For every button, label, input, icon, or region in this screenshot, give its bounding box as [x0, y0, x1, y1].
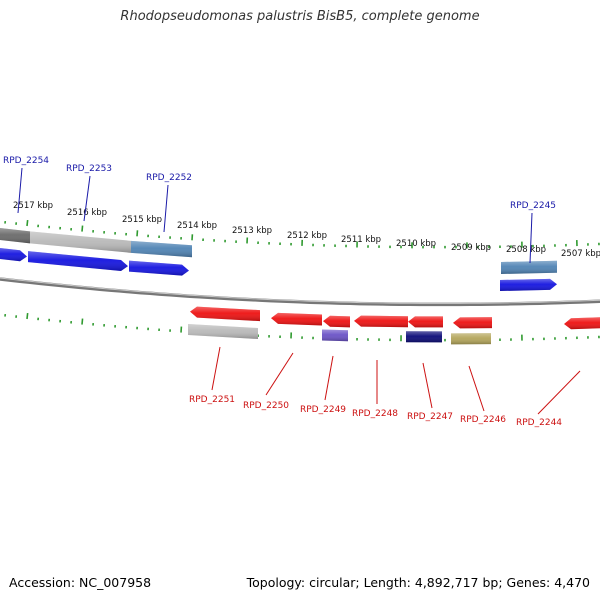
kbp-label: 2508 kbp [506, 245, 546, 255]
gene-label-reverse: RPD_2244 [516, 418, 562, 428]
leader-line [163, 184, 169, 233]
genome-arc [0, 277, 600, 307]
gene-feature-shade [30, 231, 131, 253]
gene-feature-shade [129, 260, 189, 276]
leader-line [83, 175, 91, 222]
scale-tick [26, 312, 29, 320]
leader-line [529, 212, 533, 264]
gene-feature-shade [0, 248, 27, 262]
gene-feature-shade [0, 228, 30, 244]
leader-line [265, 352, 294, 396]
genome-summary-text: Topology: circular; Length: 4,892,717 bp… [246, 575, 590, 590]
accession-text: Accession: NC_007958 [9, 575, 152, 590]
gene-feature-shade [271, 312, 322, 326]
scale-tick [26, 219, 29, 227]
gene-feature-shade [453, 317, 492, 329]
kbp-labels: 2517 kbp 2516 kbp 2515 kbp 2514 kbp 2513 kbp… [13, 201, 600, 259]
leader-line [537, 370, 581, 415]
gene-label-reverse: RPD_2249 [300, 405, 346, 415]
kbp-label: 2510 kbp [396, 239, 436, 249]
gene-label-forward: RPD_2253 [66, 164, 112, 174]
leader-line [468, 365, 485, 412]
gene-features [0, 228, 600, 345]
gene-feature-shade [354, 315, 408, 328]
gene-label-forward: RPD_2254 [3, 156, 49, 166]
kbp-label: 2517 kbp [13, 201, 53, 211]
gene-label-leaders [17, 167, 581, 415]
kbp-label: 2513 kbp [232, 226, 272, 236]
kbp-scale-top [4, 219, 600, 249]
gene-label-reverse: RPD_2246 [460, 415, 506, 425]
leader-line [211, 346, 221, 391]
scale-tick [81, 318, 84, 325]
kbp-label: 2512 kbp [287, 231, 327, 241]
kbp-label: 2515 kbp [122, 215, 162, 225]
gene-label-forward: RPD_2245 [510, 201, 556, 211]
gene-feature-shade [501, 260, 557, 274]
gene-feature-shade [190, 306, 260, 322]
gene-label-reverse: RPD_2250 [243, 401, 289, 411]
map-title: Rhodopseudomonas palustris BisB5, comple… [120, 9, 480, 24]
kbp-label: 2514 kbp [177, 221, 217, 231]
gene-label-forward: RPD_2252 [146, 173, 192, 183]
kbp-label: 2507 kbp [561, 249, 600, 259]
gene-label-reverse: RPD_2248 [352, 409, 398, 419]
gene-feature-shade [323, 315, 350, 328]
gene-feature-shade [131, 240, 192, 258]
genome-backbone [0, 277, 600, 307]
gene-feature-shade [500, 278, 557, 291]
gene-feature-shade [322, 329, 348, 342]
gene-feature-shade [28, 251, 128, 272]
leader-line [324, 355, 334, 401]
leader-line [17, 167, 23, 214]
gene-feature-shade [406, 331, 442, 343]
gene-label-reverse: RPD_2251 [189, 395, 235, 405]
genome-arc-highlight [0, 277, 600, 304]
gene-feature-shade [451, 333, 491, 345]
gene-label-reverse: RPD_2247 [407, 412, 453, 422]
kbp-label: 2516 kbp [67, 208, 107, 218]
kbp-label: 2509 kbp [451, 243, 491, 253]
gene-feature-shade [564, 317, 600, 330]
gene-feature-shade [408, 316, 443, 328]
leader-line [422, 362, 433, 409]
kbp-label: 2511 kbp [341, 235, 381, 245]
gene-labels: RPD_2254 RPD_2253 RPD_2252 RPD_2245 RPD_2251… [3, 156, 562, 428]
gene-feature-shade [188, 324, 258, 340]
scale-tick [81, 225, 84, 232]
